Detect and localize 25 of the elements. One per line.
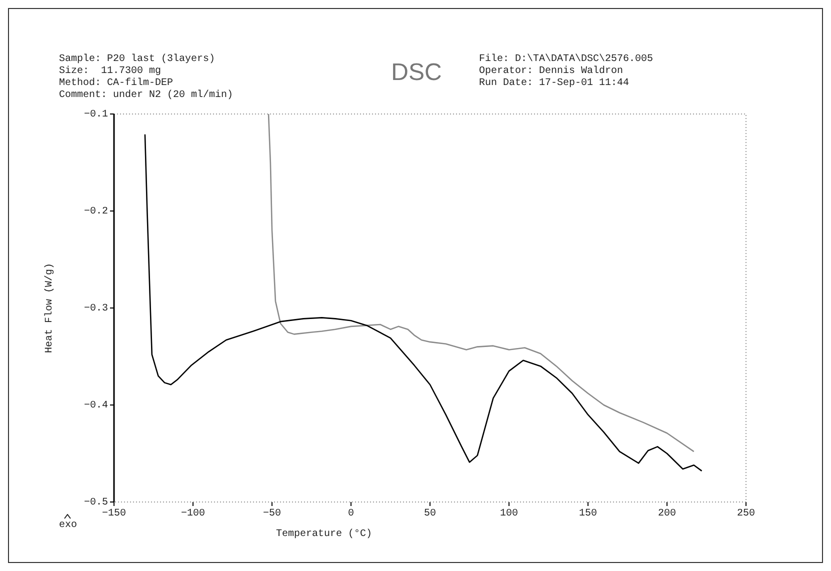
y-tick-label: −0.5 <box>84 498 108 509</box>
x-tick-label: 100 <box>500 508 518 520</box>
x-tick-label: 150 <box>578 508 598 520</box>
text: Operator: Dennis Waldron <box>479 66 624 78</box>
x-tick-label: 250 <box>736 508 756 520</box>
text: Method: CA-film-DEP <box>59 78 174 90</box>
text: Run Date: 17-Sep-01 11:44 <box>479 78 630 90</box>
text: Comment: under N2 (20 ml/min) <box>59 90 234 102</box>
text: Size: 11.7300 mg <box>59 66 162 78</box>
x-axis-title: Temperature (°C) <box>276 529 372 540</box>
text: exo <box>59 520 78 532</box>
text: Sample: P20 last (3layers) <box>59 54 216 66</box>
y-tick-label: −0.3 <box>84 304 108 315</box>
y-axis-title: Heat Flow (W/g) <box>44 262 56 354</box>
x-tick-label: −100 <box>180 508 206 520</box>
y-tick-label: −0.4 <box>84 400 108 412</box>
y-tick-label: −0.2 <box>84 206 108 218</box>
text: File: D:\TA\DATA\DSC\2576.005 <box>479 54 654 66</box>
x-tick-label: −150 <box>102 508 126 520</box>
x-tick-label: 0 <box>348 508 354 520</box>
x-tick-label: 200 <box>658 508 676 520</box>
x-tick-label: 50 <box>424 508 436 520</box>
x-tick-label: −50 <box>262 508 282 520</box>
y-tick-label: −0.1 <box>84 110 108 121</box>
chart-title: DSC <box>391 59 442 86</box>
